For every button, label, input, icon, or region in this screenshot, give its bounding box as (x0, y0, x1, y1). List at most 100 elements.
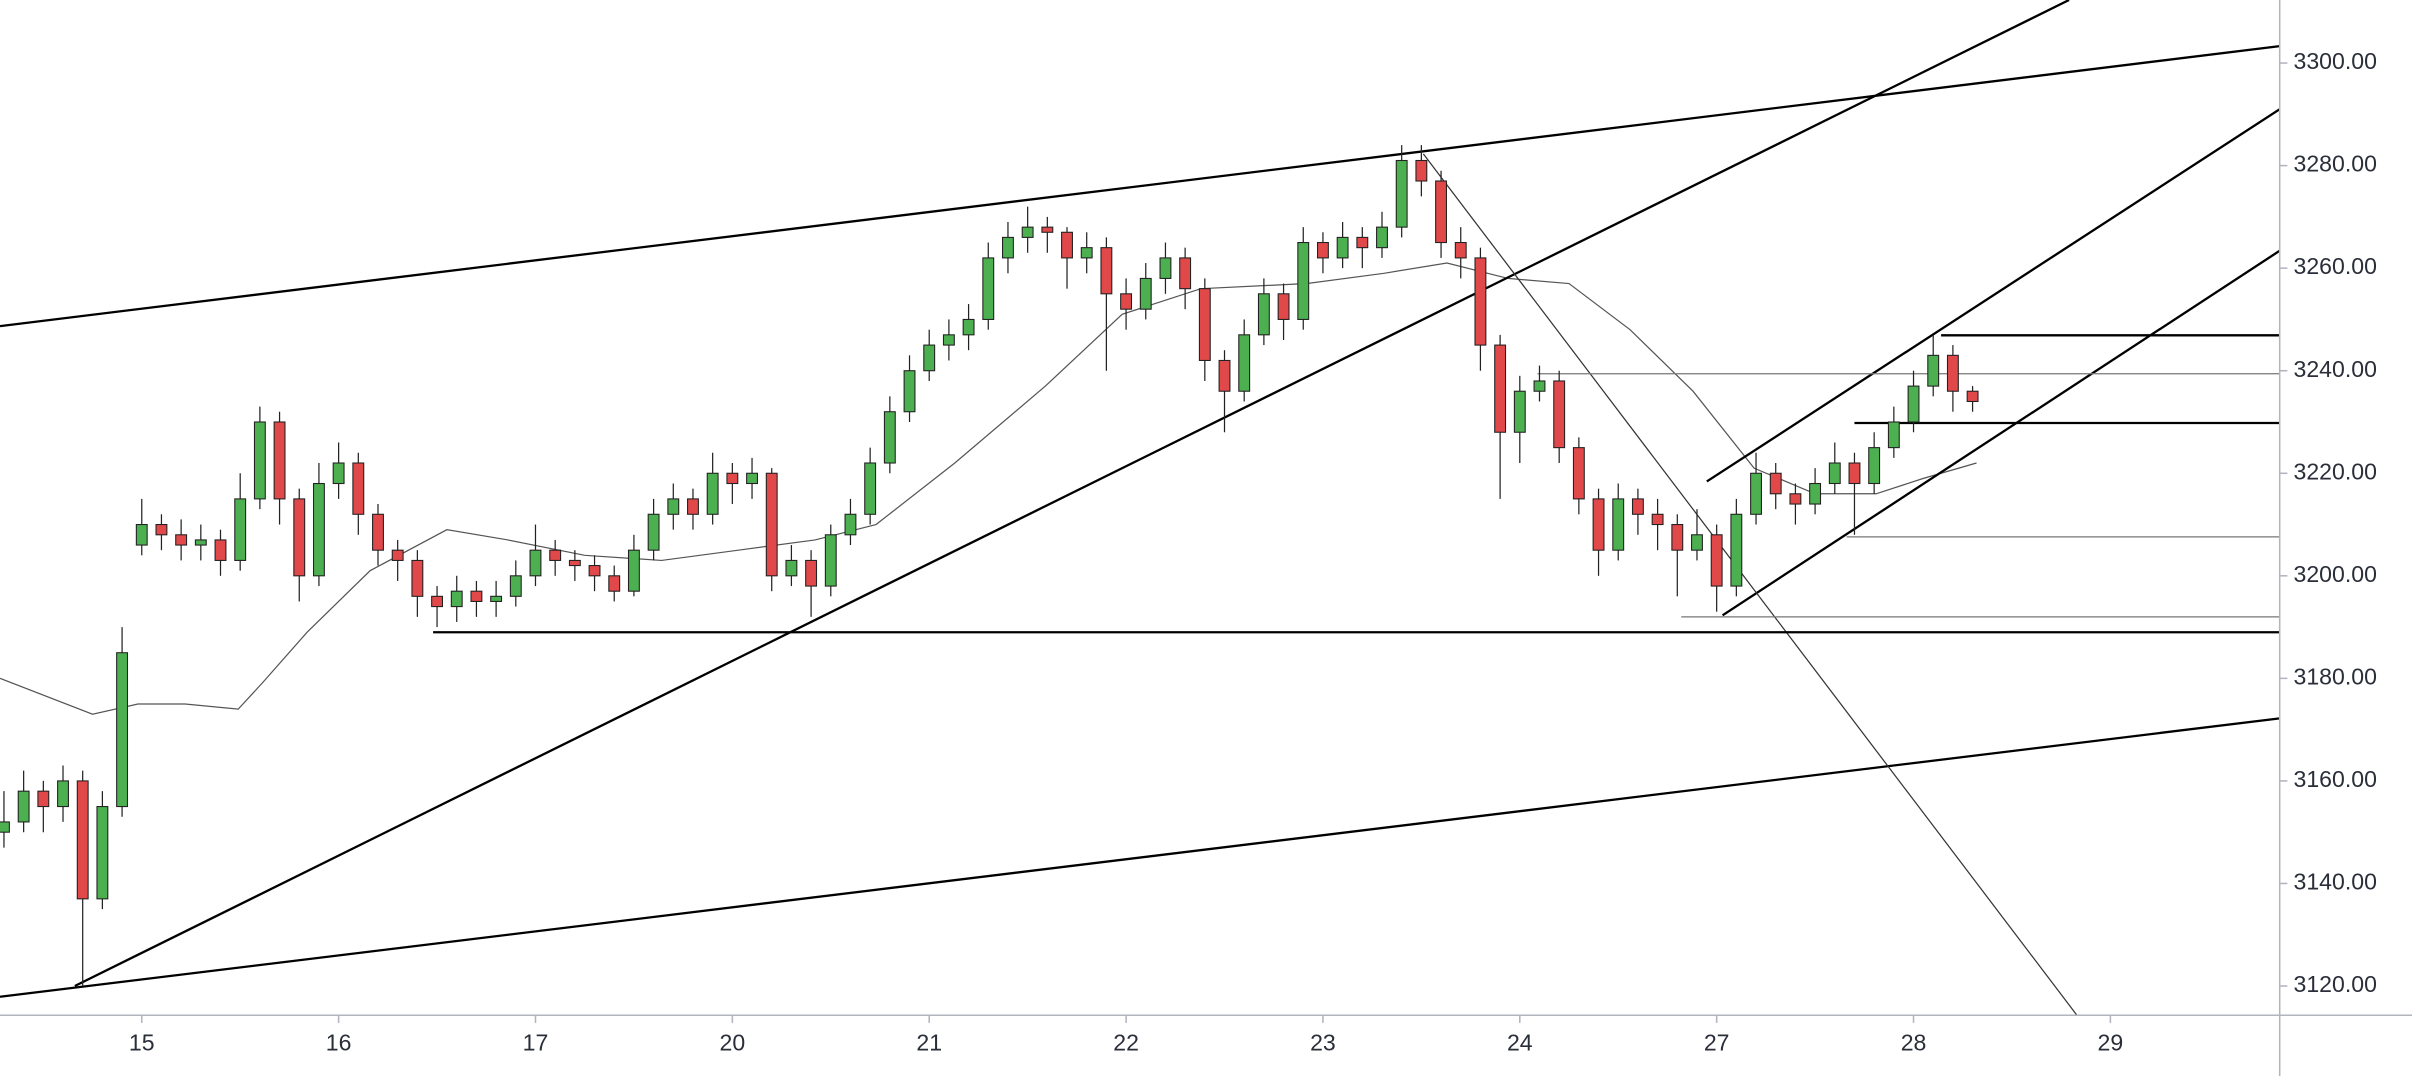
candle-body (903, 370, 916, 413)
candle-body (1179, 257, 1192, 290)
candle-body (312, 482, 325, 577)
candle-body (1651, 513, 1664, 526)
candle-body (1572, 447, 1585, 500)
candle-body (1612, 498, 1625, 551)
y-tick-label: 3180.00 (2294, 663, 2377, 689)
candle-body (1691, 534, 1703, 551)
candle-body (155, 524, 168, 536)
candle-body (647, 513, 660, 551)
candle-body (96, 806, 109, 900)
x-tick-label: 29 (2098, 1030, 2124, 1056)
candle-body (0, 821, 10, 833)
candle-body (549, 549, 562, 561)
candle-body (1316, 241, 1329, 259)
y-tick-label: 3140.00 (2294, 869, 2377, 895)
candle-body (1671, 524, 1684, 551)
candle-body (588, 565, 601, 577)
y-tick-label: 3240.00 (2294, 356, 2377, 382)
candle-body (1100, 247, 1113, 295)
axes: 3120.00 3140.00 3160.00 3180.00 3200.00 3220.… (129, 48, 2377, 1055)
candle-body (1474, 257, 1487, 346)
x-tick-label: 22 (1113, 1030, 1139, 1056)
candle-body (1435, 180, 1448, 244)
candle-body (1395, 159, 1408, 228)
candle-body (1218, 359, 1231, 392)
candle-body (1868, 447, 1881, 485)
candle-body (411, 559, 424, 597)
x-tick-label: 20 (720, 1030, 746, 1056)
candle-body (1946, 354, 1959, 392)
candle-body (509, 575, 522, 597)
candle-body (706, 472, 719, 515)
candle-body (1809, 482, 1822, 505)
candle-body (1336, 236, 1349, 259)
y-tick-label: 3160.00 (2294, 766, 2377, 792)
candle-body (1553, 380, 1566, 449)
x-tick-label: 28 (1901, 1030, 1927, 1056)
x-tick-label: 23 (1310, 1030, 1336, 1056)
candle-body (942, 334, 955, 346)
candle-body (17, 790, 30, 823)
candle-body (982, 257, 995, 320)
candle-body (1080, 247, 1093, 259)
trendline (0, 45, 2280, 328)
x-tick-label: 17 (523, 1030, 549, 1056)
candle-body (687, 498, 699, 515)
candle-body (627, 549, 640, 592)
candle-body (1198, 288, 1211, 361)
candle-body (1730, 513, 1743, 587)
y-tick-label: 3300.00 (2294, 48, 2377, 74)
y-tick-label: 3260.00 (2294, 253, 2377, 279)
trendline (1422, 153, 2078, 1016)
candle-body (431, 595, 444, 608)
candle-body (352, 462, 365, 515)
candle-body (1592, 498, 1605, 551)
candle-body (175, 534, 188, 546)
candle-body (391, 549, 404, 561)
candle-body (1513, 390, 1526, 433)
candle-body (785, 559, 798, 577)
candle-body (1139, 277, 1152, 310)
y-tick-label: 3200.00 (2294, 561, 2377, 587)
candle-body (1710, 534, 1723, 587)
candle-body (1021, 226, 1034, 238)
candle-body (962, 318, 975, 336)
candle-body (746, 472, 758, 485)
candle-body (1159, 257, 1172, 279)
candle-body (883, 411, 896, 464)
candle-body (57, 780, 69, 808)
candle-body (1789, 493, 1802, 505)
candle-body (667, 498, 680, 515)
candle-body (37, 790, 50, 808)
y-tick-label: 3220.00 (2294, 458, 2377, 484)
x-tick-label: 15 (129, 1030, 155, 1056)
candle-body (824, 534, 837, 587)
trendline (1706, 108, 2280, 483)
candle-body (450, 590, 463, 608)
x-tick-label: 24 (1507, 1030, 1533, 1056)
plot-area (0, 0, 2280, 1016)
candle-body (568, 559, 581, 567)
candle-body (253, 421, 266, 500)
candle-body (234, 498, 247, 561)
candle-body (1277, 293, 1290, 320)
candle-body (372, 513, 384, 551)
candle-body (1356, 236, 1369, 249)
candle-body (923, 344, 936, 372)
candle-body (1454, 241, 1467, 259)
candle-body (1297, 241, 1310, 320)
candle-body (1041, 226, 1054, 233)
candle-body (293, 498, 306, 577)
candle-body (1750, 472, 1762, 515)
candle-body (1966, 390, 1979, 403)
candle-body (1533, 380, 1546, 392)
candle-body (135, 524, 148, 546)
x-tick-label: 21 (916, 1030, 942, 1056)
candle-body (273, 421, 286, 500)
candle-body (1061, 231, 1073, 259)
candle-body (529, 549, 542, 577)
x-tick-label: 16 (326, 1030, 352, 1056)
candle-body (1257, 293, 1270, 336)
trendline (74, 0, 2070, 988)
